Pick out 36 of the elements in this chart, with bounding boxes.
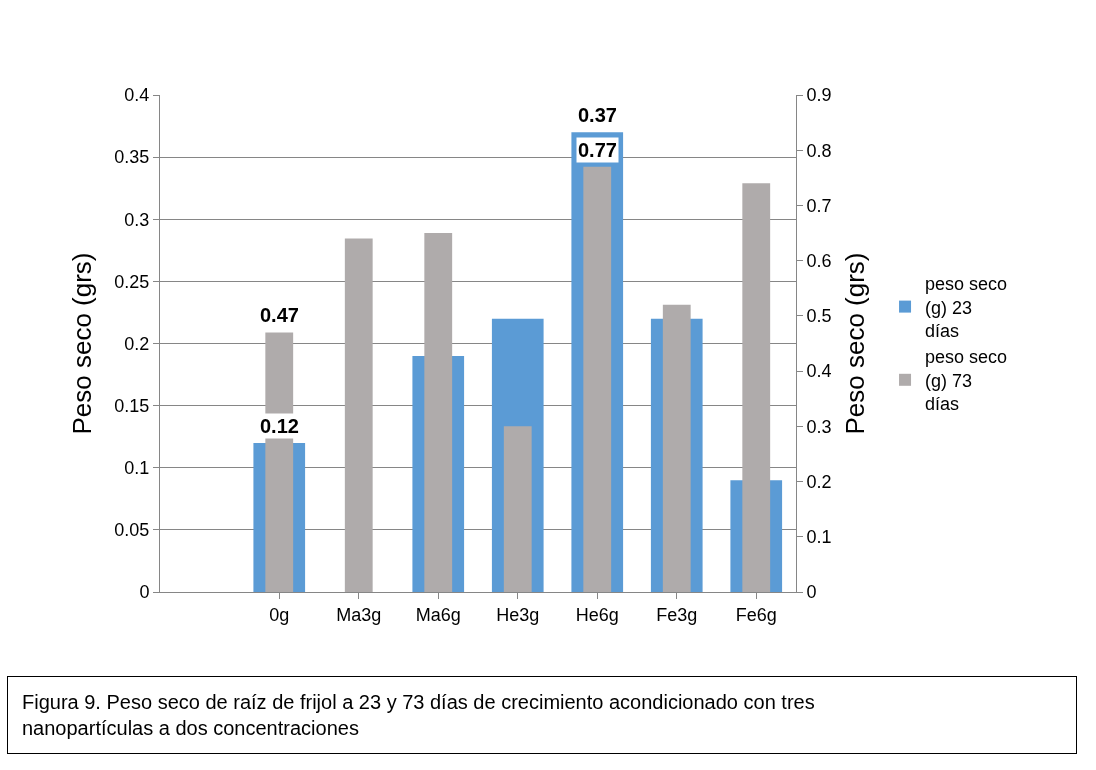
data-label: 0.47 <box>260 304 299 326</box>
bar <box>344 238 373 592</box>
y2-tick-label: 0.7 <box>806 195 832 216</box>
legend-label: peso seco (g) 73 días <box>925 347 1008 415</box>
y2-tick-label: 0.9 <box>806 85 832 106</box>
y2-tick-label: 0.1 <box>806 527 832 548</box>
y-axis-title: Peso seco (grs) <box>66 252 97 435</box>
y-tick-label: 0.4 <box>124 85 150 106</box>
x-tick-label: He3g <box>496 604 540 625</box>
x-tick-label: 0g <box>269 604 290 625</box>
data-label: 0.77 <box>578 139 617 161</box>
y-tick-label: 0.25 <box>114 271 150 292</box>
y2-tick-label: 0.8 <box>806 140 832 161</box>
y2-tick-label: 0.5 <box>806 306 832 327</box>
y2-tick-label: 0.2 <box>806 471 832 492</box>
x-tick-label: Ma3g <box>336 604 382 625</box>
y2-tick-label: 0.4 <box>806 361 832 382</box>
y-tick-label: 0.3 <box>124 209 150 230</box>
bar <box>503 426 532 592</box>
x-tick-label: Fe6g <box>735 604 777 625</box>
y2-tick-label: 0 <box>806 582 817 603</box>
x-tick-label: Fe3g <box>656 604 698 625</box>
y-tick-label: 0.1 <box>124 458 150 479</box>
x-tick-label: Ma6g <box>415 604 461 625</box>
y2-axis-title: Peso seco (grs) <box>840 252 871 435</box>
text: Figura 9. Peso seco de raíz de frijol a 23 y 73 días de crecimiento acondicionado con tres nanopartículas a dos concentraciones <box>22 691 815 739</box>
y-tick-label: 0.2 <box>124 333 150 354</box>
y-tick-label: 0.15 <box>114 395 150 416</box>
y2-tick-label: 0.6 <box>806 250 832 271</box>
y-tick-label: 0.35 <box>114 147 150 168</box>
y2-tick-label: 0.3 <box>806 416 832 437</box>
y-tick-label: 0 <box>139 582 150 603</box>
data-label: 0.37 <box>578 104 617 126</box>
data-label: 0.12 <box>260 415 299 437</box>
y-tick-label: 0.05 <box>114 520 150 541</box>
x-tick-label: He6g <box>575 604 619 625</box>
